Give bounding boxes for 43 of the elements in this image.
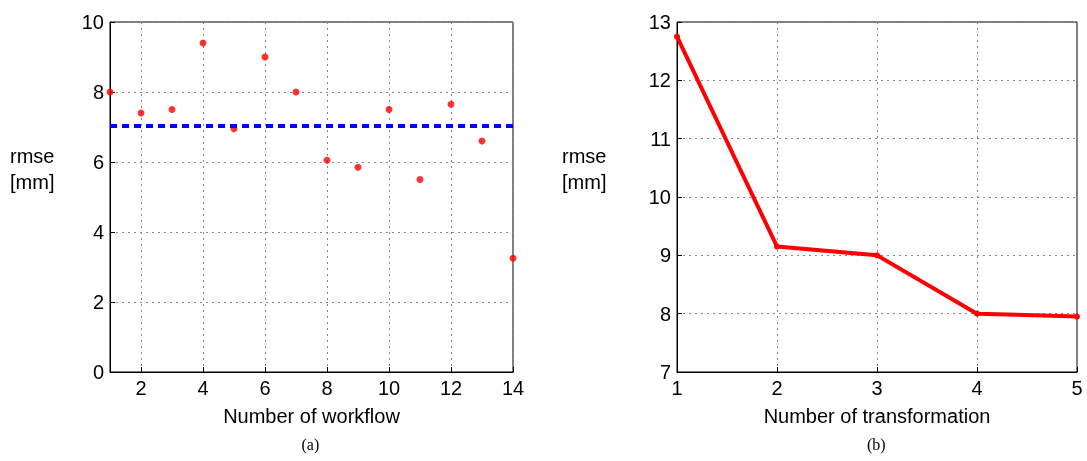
y-tick-label: 10 — [648, 186, 671, 208]
point — [416, 176, 424, 183]
y-tick-label: 0 — [92, 361, 104, 383]
x-tick-label: 12 — [439, 377, 463, 399]
y-tick-label: 13 — [648, 11, 671, 33]
point — [774, 243, 780, 250]
x-tick-label: 4 — [971, 377, 983, 399]
point — [509, 254, 517, 262]
x-tick-label: 4 — [197, 377, 209, 399]
y-tick-label: 6 — [92, 151, 104, 173]
y-tick-label: 7 — [659, 361, 671, 383]
text: (a) — [301, 435, 320, 454]
point — [974, 310, 980, 317]
x-tick-label: 10 — [377, 377, 401, 399]
point — [874, 252, 880, 259]
x-tick-label: 8 — [321, 377, 333, 399]
y-tick-label: 12 — [648, 69, 671, 92]
point — [354, 163, 362, 171]
x-tick-label: 1 — [671, 377, 683, 399]
text: (b) — [867, 435, 886, 454]
y-axis-title: rmse [mm] — [10, 145, 60, 193]
point — [385, 106, 393, 113]
point — [674, 33, 680, 40]
y-axis-title: rmse [mm] — [562, 145, 612, 193]
x-tick-label: 14 — [501, 377, 525, 399]
x-tick-label: 2 — [135, 377, 147, 399]
x-axis-title: Number of transformation — [763, 404, 991, 427]
y-tick-label: 8 — [659, 302, 671, 325]
y-tick-label: 11 — [650, 127, 671, 150]
point — [1074, 313, 1080, 320]
x-tick-label: 6 — [259, 377, 271, 399]
point — [447, 100, 455, 108]
point — [168, 106, 176, 113]
x-axis-title: Number of workflow — [223, 404, 401, 427]
y-tick-label: 10 — [81, 11, 104, 33]
y-tick-label: 4 — [92, 221, 104, 243]
y-tick-label: 8 — [92, 81, 104, 103]
x-tick-label: 2 — [771, 377, 783, 399]
y-tick-label: 9 — [659, 244, 671, 267]
x-tick-label: 3 — [871, 377, 883, 399]
point — [323, 156, 331, 164]
x-tick-label: 5 — [1071, 377, 1083, 399]
y-tick-label: 2 — [92, 291, 104, 313]
